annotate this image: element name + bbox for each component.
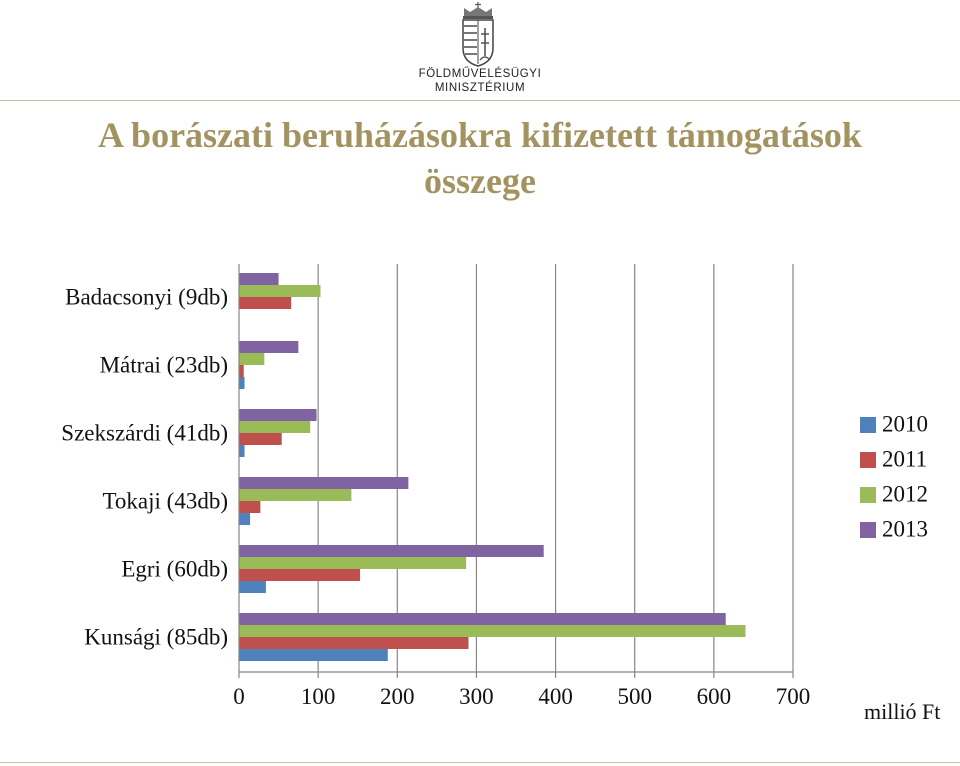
- x-tick-label-100: 100: [301, 684, 336, 709]
- bar-egri-60db-2010: [239, 581, 266, 593]
- bar-badacsonyi-9db-2012: [239, 285, 321, 297]
- legend-label-2013: 2013: [882, 516, 928, 541]
- bar-tokaji-43db-2013: [239, 477, 409, 489]
- bar-egri-60db-2013: [239, 545, 544, 557]
- legend-swatch-2012: [860, 487, 876, 503]
- bar-badacsonyi-9db-2013: [239, 273, 279, 285]
- category-label-kunsagi-85db: Kunsági (85db): [84, 624, 228, 649]
- legend-swatch-2010: [860, 417, 876, 433]
- bar-szekszardi-41db-2012: [239, 421, 311, 433]
- bar-szekszardi-41db-2010: [239, 445, 245, 457]
- bar-egri-60db-2011: [239, 569, 361, 581]
- hungarian-coat-of-arms-icon: [462, 2, 494, 67]
- bar-szekszardi-41db-2011: [239, 433, 282, 445]
- unit-label: millió Ft: [864, 699, 940, 724]
- bars: [239, 273, 746, 661]
- bar-badacsonyi-9db-2011: [239, 297, 292, 309]
- x-tick-label-500: 500: [617, 684, 652, 709]
- bar-kunsagi-85db-2011: [239, 637, 469, 649]
- legend-label-2010: 2010: [882, 411, 928, 436]
- bar-matrai-23db-2011: [239, 365, 244, 377]
- bar-szekszardi-41db-2013: [239, 409, 317, 421]
- bar-kunsagi-85db-2012: [239, 625, 746, 637]
- category-label-badacsonyi-9db: Badacsonyi (9db): [65, 284, 228, 309]
- bar-matrai-23db-2010: [239, 377, 245, 389]
- ministry-name-line2: MINISZTÉRIUM: [434, 82, 526, 94]
- ministry-name-line1: FÖLDMŰVELÉSÜGYI: [418, 68, 542, 80]
- bar-tokaji-43db-2012: [239, 489, 352, 501]
- bar-kunsagi-85db-2010: [239, 649, 388, 661]
- x-tick-labels: 0 100 200 300 400 500 600 700: [233, 672, 810, 709]
- chart-title: A borászati beruházásokra kifizetett tám…: [98, 115, 862, 201]
- legend-swatch-2011: [860, 452, 876, 468]
- x-tick-label-600: 600: [697, 684, 732, 709]
- legend-label-2012: 2012: [882, 481, 928, 506]
- bar-tokaji-43db-2011: [239, 501, 261, 513]
- x-tick-label-200: 200: [380, 684, 415, 709]
- footer-divider: [0, 762, 960, 763]
- gridlines: [317, 264, 794, 672]
- x-tick-label-400: 400: [538, 684, 573, 709]
- category-label-tokaji-43db: Tokaji (43db): [102, 488, 228, 513]
- ministry-logo: [462, 2, 494, 67]
- x-tick-label-300: 300: [459, 684, 494, 709]
- legend-label-2011: 2011: [882, 446, 927, 471]
- header-divider: [0, 100, 960, 101]
- category-labels: Badacsonyi (9db) Mátrai (23db) Szekszárdi …: [61, 284, 228, 649]
- category-label-szekszardi-41db: Szekszárdi (41db): [61, 420, 228, 445]
- category-label-matrai-23db: Mátrai (23db): [100, 352, 228, 377]
- legend-swatch-2013: [860, 522, 876, 538]
- bar-egri-60db-2012: [239, 557, 467, 569]
- x-tick-label-700: 700: [776, 684, 811, 709]
- legend: 2010 2011 2012 2013: [860, 411, 928, 541]
- bar-kunsagi-85db-2013: [239, 613, 726, 625]
- bar-matrai-23db-2012: [239, 353, 265, 365]
- bar-matrai-23db-2013: [239, 341, 299, 353]
- x-tick-label-0: 0: [233, 684, 245, 709]
- category-label-egri-60db: Egri (60db): [121, 556, 228, 581]
- bar-tokaji-43db-2010: [239, 513, 251, 525]
